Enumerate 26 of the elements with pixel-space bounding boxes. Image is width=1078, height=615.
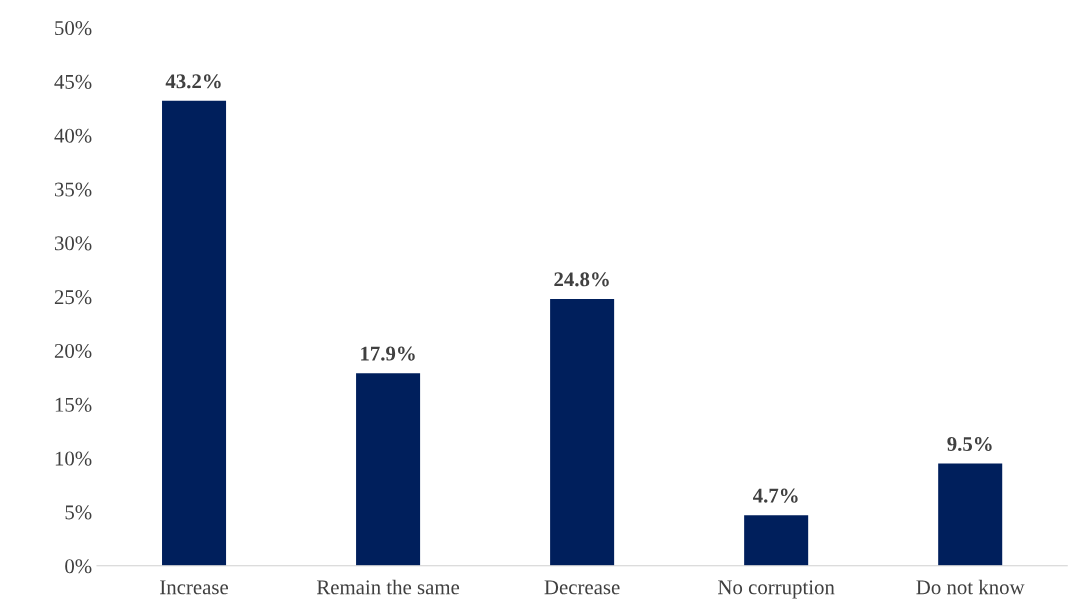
data-label: 9.5%: [947, 436, 992, 452]
data-label: 4.7%: [753, 488, 798, 503]
y-tick-label: 45%: [54, 74, 92, 89]
y-tick-label: 15%: [55, 397, 92, 412]
y-tick-label: 0%: [65, 559, 92, 574]
x-tick-label: Increase: [160, 580, 229, 595]
y-tick-label: 10%: [55, 451, 92, 466]
bar: [744, 515, 809, 566]
data-label: 17.9%: [361, 346, 415, 361]
y-tick-label: 35%: [54, 182, 92, 197]
bar: [162, 100, 227, 566]
y-tick-label: 40%: [54, 128, 92, 143]
bar: [938, 463, 1003, 566]
y-tick-label: 25%: [54, 290, 92, 305]
data-label: 43.2%: [165, 74, 221, 89]
y-tick-label: 50%: [55, 21, 92, 36]
y-tick-label: 20%: [54, 343, 92, 359]
y-tick-label: 30%: [54, 236, 92, 251]
x-tick-label: Remain the same: [316, 579, 460, 595]
data-label: 24.8%: [554, 272, 609, 287]
x-tick-label: No corruption: [718, 580, 835, 599]
bar: [356, 373, 421, 566]
x-tick-label: Do not know: [916, 579, 1025, 595]
bar: [550, 298, 615, 566]
x-tick-label: Decrease: [544, 580, 620, 595]
y-tick-label: 5%: [65, 505, 92, 520]
